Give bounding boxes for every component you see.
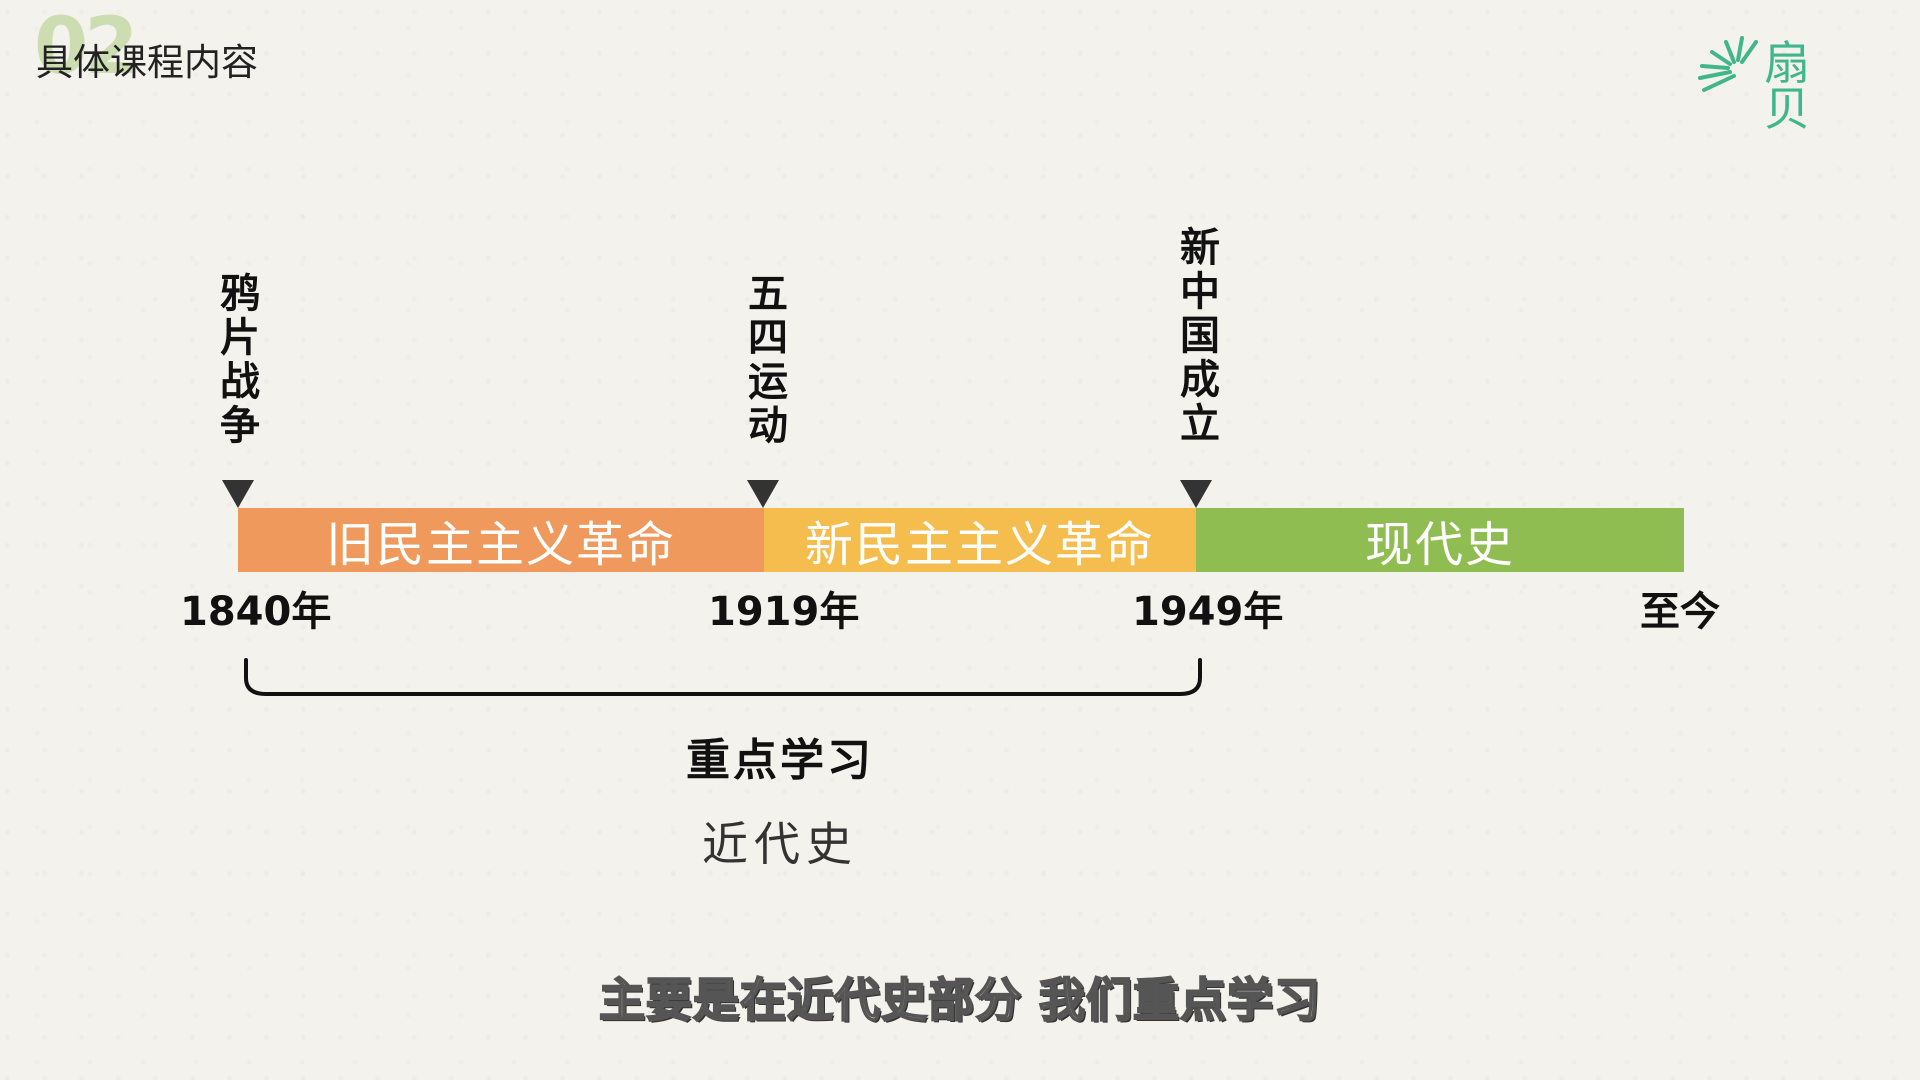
segment-new-democratic-revolution: 新民主主义革命 — [764, 508, 1196, 573]
logo-text: 扇贝 — [1764, 36, 1812, 136]
event-may-fourth: 五四运动 — [741, 272, 787, 448]
event-prc-founding: 新中国成立 — [1173, 226, 1219, 446]
segment-label: 现代史 — [1364, 517, 1515, 573]
logo-rays-icon — [1698, 36, 1758, 92]
marker-1949-icon — [1180, 480, 1212, 508]
focus-bracket — [244, 658, 1202, 696]
year-1919: 1919年 — [708, 589, 860, 635]
focus-period: 近代史 — [702, 817, 858, 871]
event-opium-war: 鸦片战争 — [213, 272, 259, 448]
page-title: 具体课程内容 — [36, 41, 258, 84]
segment-modern-history: 现代史 — [1196, 508, 1684, 573]
video-subtitle: 主要是在近代史部分 我们重点学习 — [598, 972, 1321, 1028]
segment-label: 新民主主义革命 — [804, 517, 1155, 573]
marker-1840-icon — [222, 480, 254, 508]
brand-logo: 扇贝 — [1694, 28, 1854, 132]
year-1949: 1949年 — [1132, 589, 1284, 635]
year-present: 至今 — [1640, 589, 1720, 635]
marker-1919-icon — [747, 480, 779, 508]
section-number: 02 — [34, 2, 139, 92]
segment-label: 旧民主主义革命 — [325, 517, 676, 573]
focus-label: 重点学习 — [686, 735, 874, 786]
year-1840: 1840年 — [180, 589, 332, 635]
segment-old-democratic-revolution: 旧民主主义革命 — [238, 508, 764, 573]
